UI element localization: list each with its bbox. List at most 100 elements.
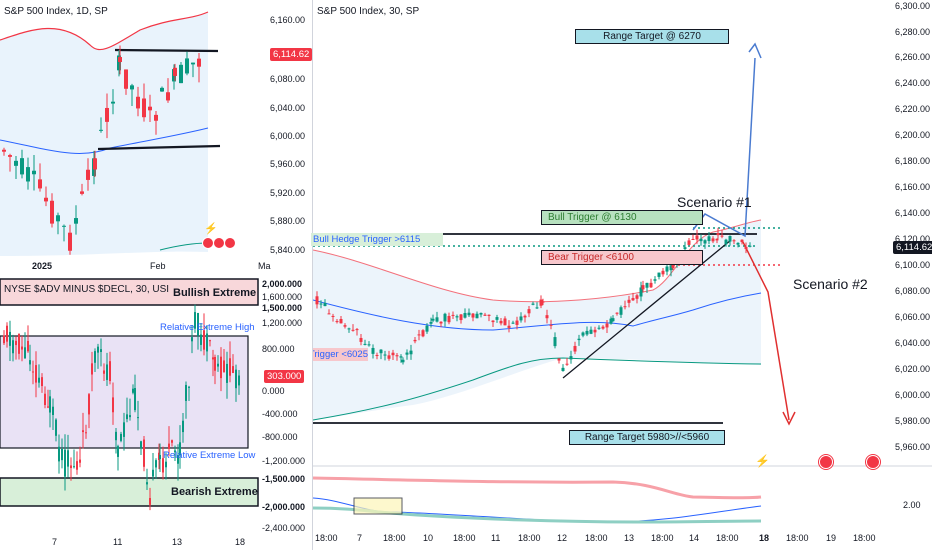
candle-body — [639, 287, 643, 297]
candle-body — [315, 296, 319, 305]
daily-price-axis[interactable]: 6,160.00 6,080.00 6,040.00 6,000.00 5,96… — [270, 0, 313, 265]
candle-body — [118, 57, 122, 63]
breadth-tick: 800.000 — [262, 344, 295, 354]
main-tick: 5,980.00 — [895, 416, 931, 426]
candle-body — [495, 317, 499, 320]
candle-body — [479, 312, 483, 315]
candle-body — [581, 332, 585, 336]
candle-body — [126, 414, 128, 420]
candle-body — [736, 242, 740, 245]
daily-tick: 5,960.00 — [270, 159, 306, 169]
main-time-axis[interactable]: 18:00 7 18:00 10 18:00 11 18:00 12 18:00… — [313, 533, 893, 549]
main-chart-panel[interactable]: S&P 500 Index, 30, SP 6,300.00 6,280.00 … — [311, 0, 932, 550]
candle-body — [214, 356, 216, 371]
candle-body — [146, 482, 148, 485]
candle-body — [2, 149, 6, 152]
breadth-chart-panel[interactable]: NYSE $ADV MINUS $DECL, 30, USI Bullish E… — [0, 276, 310, 550]
candle-body — [67, 450, 69, 467]
us-flag-icon[interactable] — [866, 455, 880, 469]
candle-body — [589, 329, 593, 334]
candle-body — [223, 360, 225, 373]
flash-icon[interactable]: ⚡ — [204, 223, 218, 235]
candle-body — [80, 191, 84, 194]
candle-body — [58, 446, 60, 462]
candle-body — [197, 312, 199, 336]
breadth-time-tick: 7 — [52, 537, 58, 547]
candle-body — [627, 299, 631, 303]
candle-body — [573, 345, 577, 352]
candle-body — [9, 331, 11, 346]
bear-trigger-box[interactable]: Bear Trigger <6100 — [541, 250, 703, 265]
candle-body — [615, 312, 619, 314]
us-flag-icon[interactable] — [224, 237, 236, 249]
candle-body — [209, 340, 211, 342]
candle-body — [451, 314, 455, 316]
main-time-tick: 18:00 — [518, 533, 541, 543]
main-tick: 6,140.00 — [895, 208, 931, 218]
candle-body — [459, 314, 463, 321]
breadth-tick: -2,000.000 — [262, 502, 306, 512]
candle-body — [699, 238, 703, 242]
candle-body — [177, 455, 179, 464]
daily-chart-panel[interactable]: S&P 500 Index, 1D, SP 6,160.00 6,080.00 … — [0, 0, 313, 275]
candle-body — [154, 114, 158, 121]
candle-body — [653, 279, 657, 281]
range-target-up-box[interactable]: Range Target @ 6270 — [575, 29, 729, 44]
candle-body — [401, 359, 405, 363]
breadth-chart-svg — [0, 276, 310, 550]
trigger-6025-label[interactable]: Trigger <6025 — [313, 348, 368, 361]
candle-body — [100, 349, 102, 352]
candle-body — [82, 430, 84, 433]
daily-tick: 5,880.00 — [270, 216, 306, 226]
candle-body — [137, 417, 139, 419]
candle-body — [111, 101, 115, 104]
bull-trigger-box[interactable]: Bull Trigger @ 6130 — [541, 210, 703, 225]
candle-body — [351, 329, 355, 331]
bull-hedge-trigger-label[interactable]: Bull Hedge Trigger >6115 — [311, 233, 443, 246]
daily-candles — [2, 45, 201, 255]
candle-body — [597, 327, 601, 329]
candle-body — [38, 377, 40, 383]
daily-time-tick: Feb — [150, 261, 166, 271]
candle-body — [707, 236, 711, 242]
candle-body — [657, 272, 661, 277]
candle-body — [545, 315, 549, 319]
candle-body — [159, 454, 161, 460]
candle-body — [635, 295, 639, 299]
candle-body — [425, 325, 429, 332]
main-time-tick: 18:00 — [453, 533, 476, 543]
us-flag-icon[interactable] — [819, 455, 833, 469]
candle-body — [20, 158, 24, 175]
main-price-axis[interactable]: 6,300.00 6,280.00 6,260.00 6,240.00 6,22… — [893, 0, 932, 465]
candle-body — [711, 238, 715, 242]
candle-body — [429, 321, 433, 324]
candle-body — [691, 238, 695, 240]
main-time-tick: 18:00 — [786, 533, 809, 543]
candle-body — [531, 303, 535, 305]
main-tick: 6,060.00 — [895, 312, 931, 322]
breadth-tick: 0.000 — [262, 386, 285, 396]
candle-body — [695, 235, 699, 240]
candle-body — [463, 313, 467, 318]
candle-body — [35, 365, 37, 383]
candle-body — [748, 245, 752, 247]
candle-body — [44, 197, 48, 202]
candle-body — [431, 318, 435, 321]
candle-body — [391, 352, 395, 356]
relative-extreme-high-label: Relative Extreme High — [160, 322, 255, 333]
breadth-value-axis[interactable]: 2,000.000 1,600.000 1,500.000 1,200.000 … — [262, 276, 310, 538]
main-time-tick: 11 — [491, 533, 501, 543]
candle-body — [14, 160, 18, 166]
range-target-down-box[interactable]: Range Target 5980>//<5960 — [569, 430, 725, 445]
candle-body — [129, 415, 131, 418]
candle-body — [405, 352, 409, 355]
candle-body — [503, 318, 507, 326]
candle-body — [716, 233, 720, 236]
candle-body — [467, 312, 471, 316]
candle-body — [561, 367, 565, 371]
candle-body — [744, 246, 748, 250]
candle-body — [55, 419, 57, 436]
daily-tick: 6,000.00 — [270, 131, 306, 141]
candle-body — [387, 355, 391, 359]
flash-icon[interactable]: ⚡ — [755, 454, 770, 468]
